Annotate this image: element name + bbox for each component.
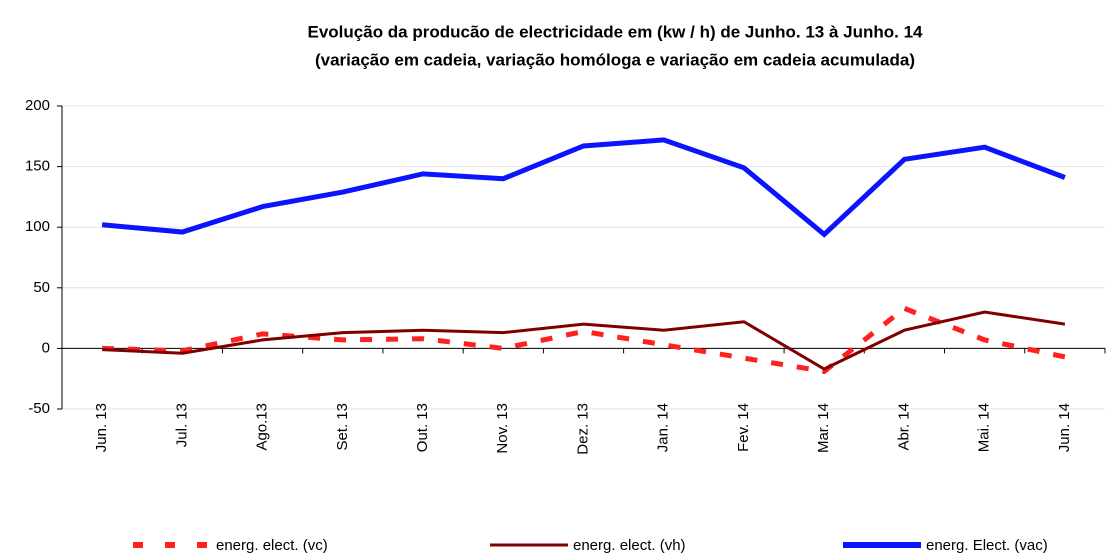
x-tick-label: Mai. 14 bbox=[976, 403, 993, 452]
x-tick-label: Jun. 13 bbox=[93, 403, 110, 452]
x-tick-label: Jul. 13 bbox=[173, 403, 190, 447]
x-tick-label: Nov. 13 bbox=[494, 403, 511, 454]
x-tick-label: Out. 13 bbox=[414, 403, 431, 452]
legend-label: energ. Elect. (vac) bbox=[926, 537, 1048, 554]
series-line bbox=[102, 310, 1066, 371]
x-tick-label: Set. 13 bbox=[334, 403, 351, 451]
y-tick-label: 100 bbox=[25, 218, 50, 235]
y-tick-label: -50 bbox=[28, 400, 50, 417]
y-tick-label: 200 bbox=[25, 97, 50, 114]
chart-subtitle: (variação em cadeia, variação homóloga e… bbox=[315, 50, 915, 69]
y-tick-label: 150 bbox=[25, 158, 50, 175]
legend-label: energ. elect. (vh) bbox=[573, 537, 686, 554]
series-line bbox=[102, 305, 1066, 375]
x-tick-label: Ago.13 bbox=[254, 403, 271, 451]
chart-title: Evolução da producão de electricidade em… bbox=[308, 22, 924, 41]
x-tick-label: Mar. 14 bbox=[815, 403, 832, 453]
x-tick-label: Jan. 14 bbox=[655, 403, 672, 452]
y-tick-label: 50 bbox=[33, 279, 50, 296]
x-tick-label: Fev. 14 bbox=[735, 403, 752, 452]
series-line bbox=[101, 137, 1066, 238]
legend-label: energ. elect. (vc) bbox=[216, 537, 328, 554]
x-tick-label: Jun. 14 bbox=[1056, 403, 1073, 452]
x-tick-label: Abr. 14 bbox=[895, 403, 912, 451]
x-tick-label: Dez. 13 bbox=[574, 403, 591, 455]
y-tick-label: 0 bbox=[42, 339, 50, 356]
